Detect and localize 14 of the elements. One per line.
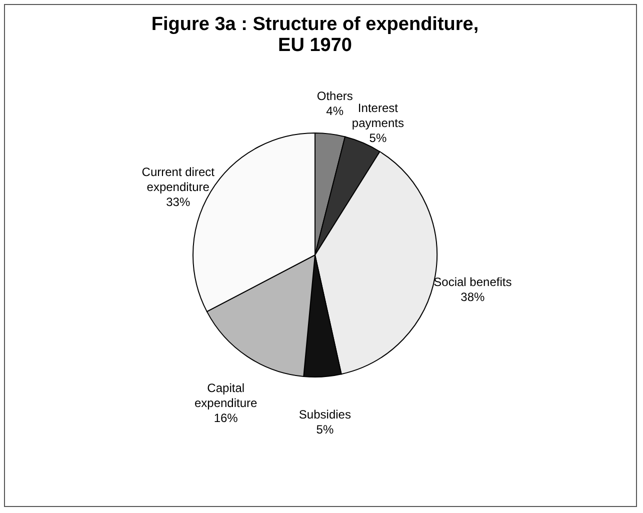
data-label: 38% — [460, 290, 485, 304]
text: EU 1970 — [278, 35, 352, 56]
text: Figure 3a : Structure of expenditure, — [151, 14, 479, 35]
slice-label: Current direct expenditure — [142, 165, 216, 194]
slice-label: Others — [316, 89, 353, 104]
data-label: 16% — [214, 410, 238, 425]
data-label: 5% — [369, 130, 387, 145]
slice-label: Interest payments — [352, 100, 404, 130]
data-label: 4% — [326, 104, 344, 118]
data-label: 33% — [166, 195, 190, 210]
data-label: 5% — [316, 422, 334, 437]
slice-label: Subsidies — [298, 408, 351, 422]
slice-label: Capital expenditure — [194, 380, 258, 410]
slice-label: Social benefits — [434, 275, 512, 290]
